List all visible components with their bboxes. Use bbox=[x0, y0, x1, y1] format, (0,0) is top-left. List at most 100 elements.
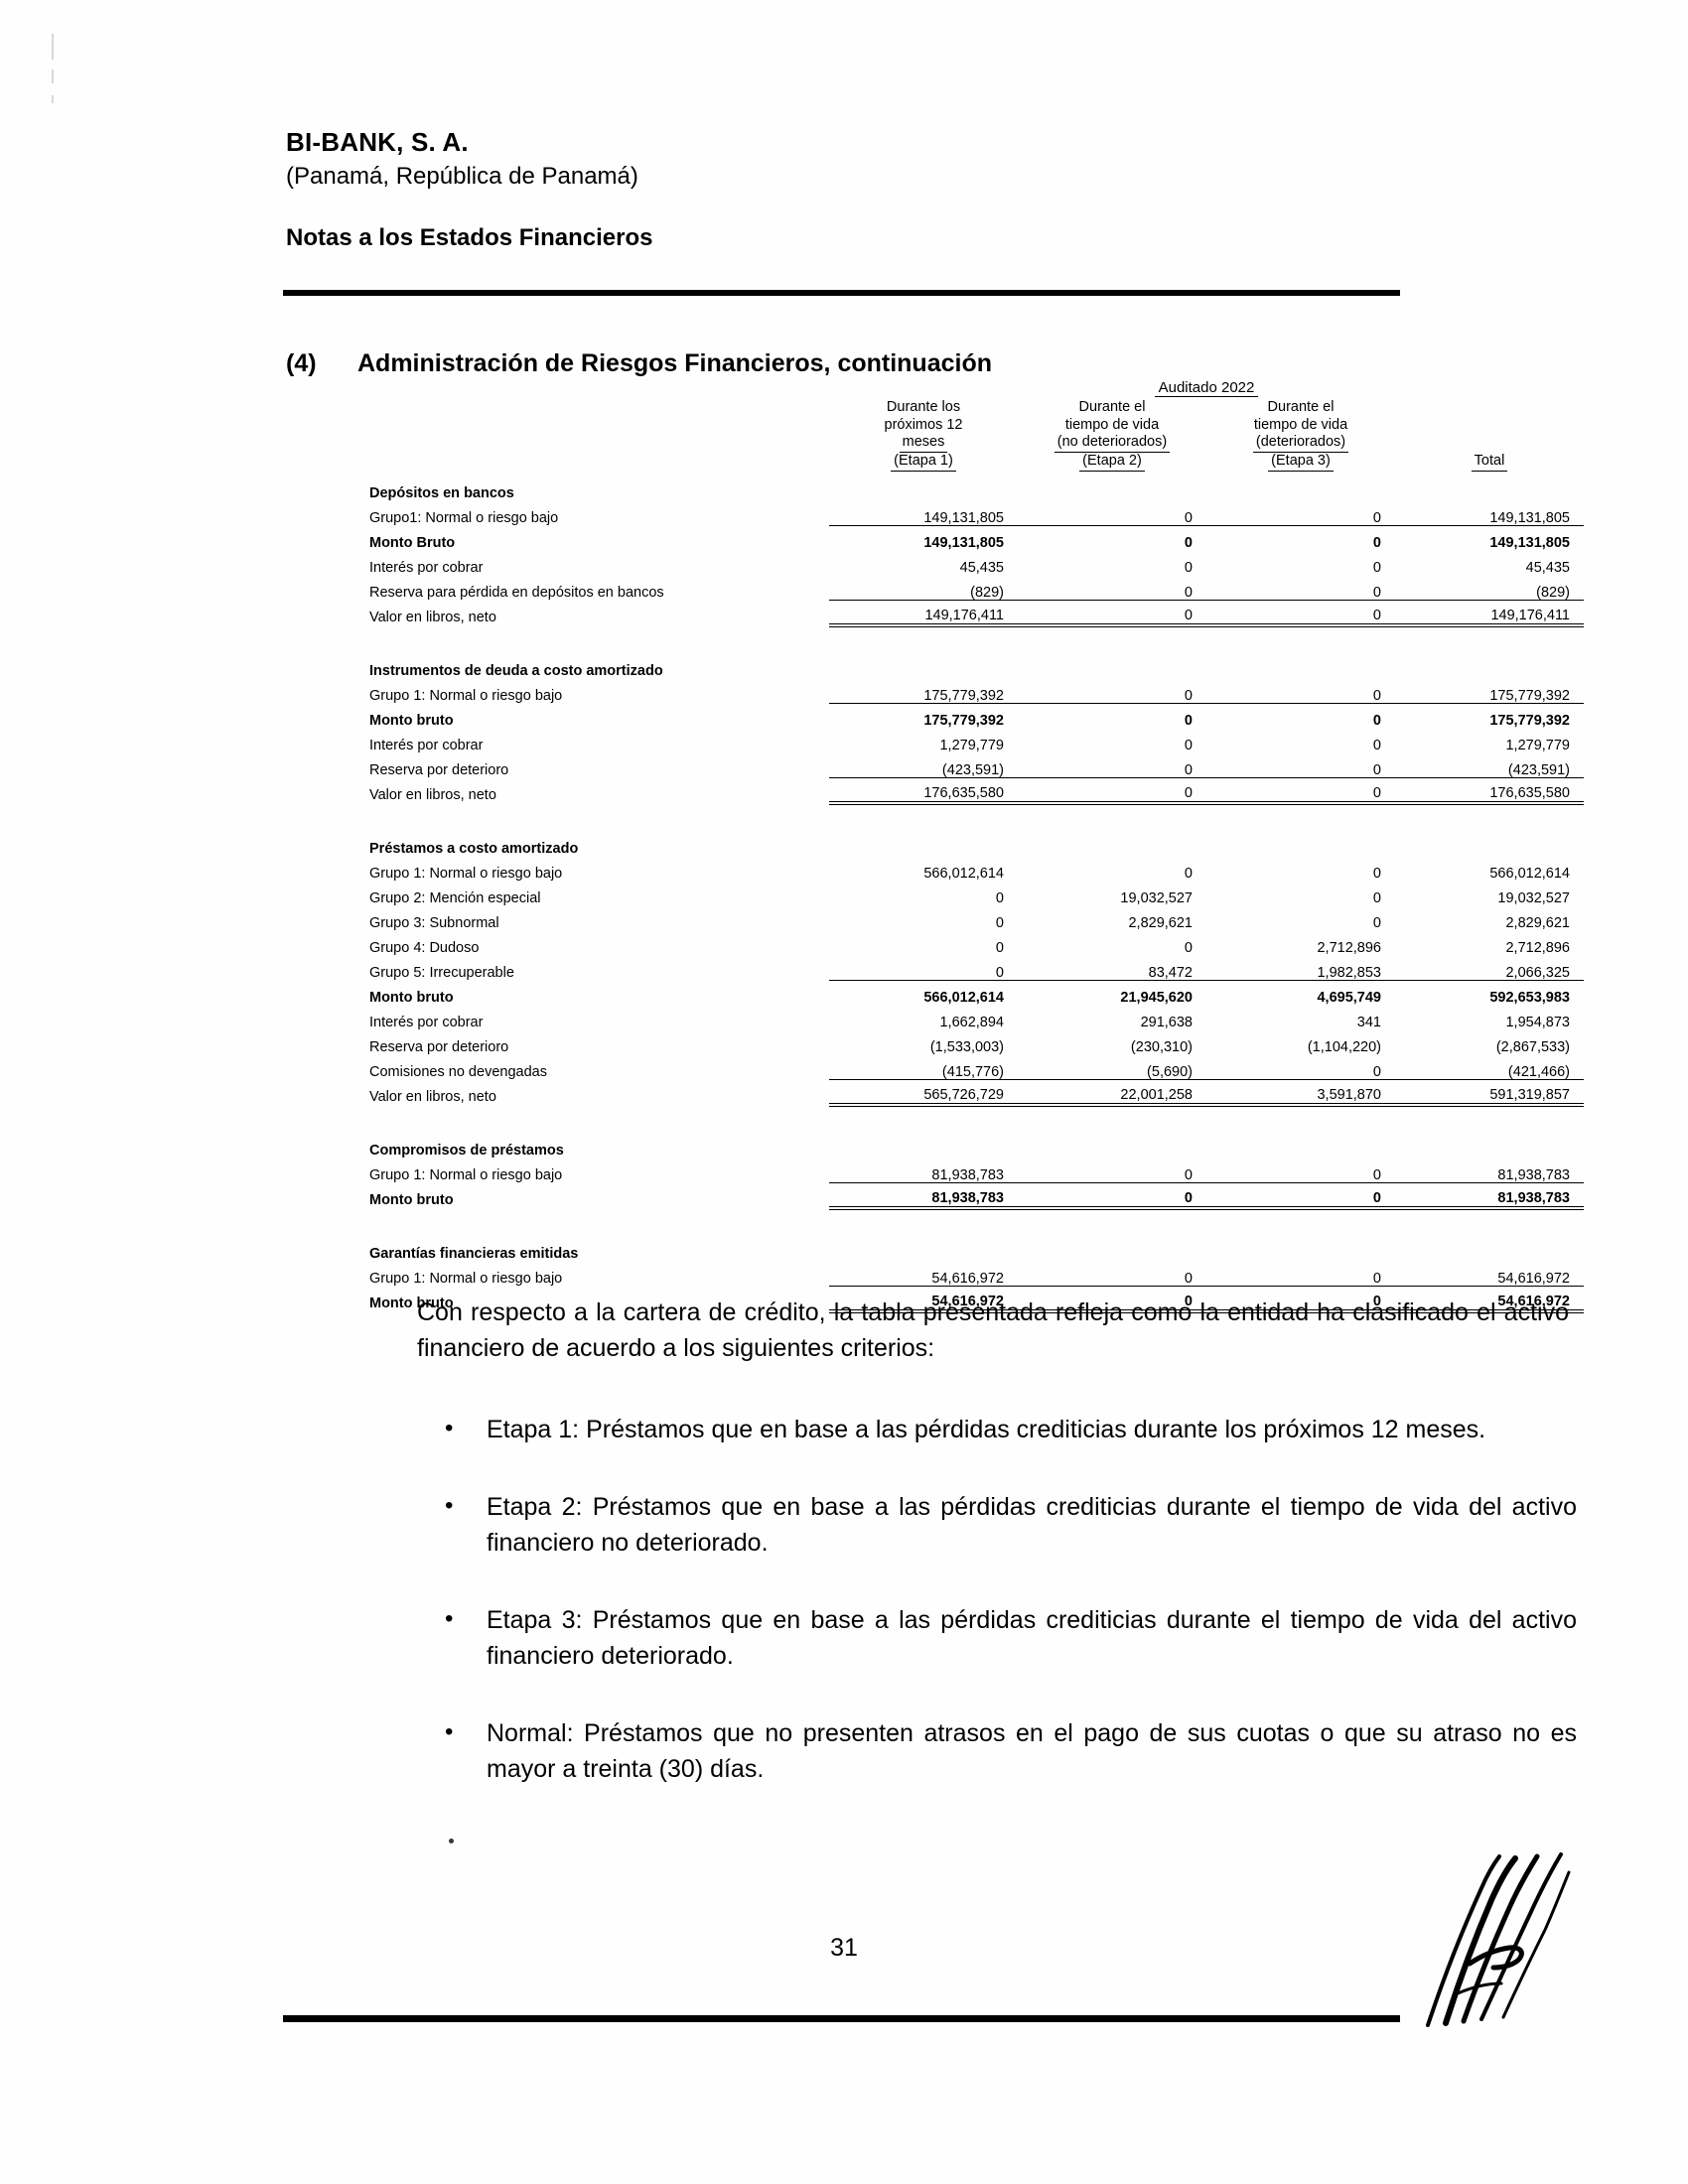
bullet-text: Etapa 1: Préstamos que en base a las pér… bbox=[487, 1416, 1486, 1443]
table-row: Monto Bruto 149,131,805 0 0 149,131,805 bbox=[367, 526, 1584, 551]
table-row: Interés por cobrar 45,435 0 0 45,435 bbox=[367, 551, 1584, 576]
row-value-col-1: 566,012,614 bbox=[923, 990, 1004, 1007]
row-label: Interés por cobrar bbox=[369, 560, 484, 577]
column-header-stage-1: Durante los próximos 12 meses (Etapa 1) bbox=[829, 399, 1018, 475]
block-spacer bbox=[367, 803, 1584, 830]
bullet-marker: • bbox=[445, 1605, 454, 1632]
criteria-bullet-item: • Etapa 2: Préstamos que en base a las pé… bbox=[445, 1489, 1577, 1561]
row-value-col-4: 45,435 bbox=[1525, 560, 1570, 577]
row-value-col-2: 0 bbox=[1018, 752, 1206, 779]
row-value-col-4: 149,176,411 bbox=[1395, 600, 1584, 627]
row-value-col-3: 0 bbox=[1372, 560, 1381, 577]
header-divider bbox=[283, 290, 1400, 296]
row-value-col-1: 54,616,972 bbox=[829, 1286, 1018, 1313]
document-header: BI-BANK, S. A. (Panamá, República de Pan… bbox=[286, 127, 1398, 252]
row-value-col-1: 176,635,580 bbox=[829, 777, 1018, 805]
row-value-col-2: 0 bbox=[1184, 560, 1193, 577]
row-value-col-3: 0 bbox=[1206, 678, 1395, 705]
row-value-col-3: (1,104,220) bbox=[1307, 1039, 1381, 1056]
row-value-col-4: 176,635,580 bbox=[1395, 777, 1584, 805]
row-value-col-2: (5,690) bbox=[1018, 1054, 1206, 1081]
table-block-header: Garantías financieras emitidas bbox=[367, 1235, 1584, 1262]
row-value-col-4: (2,867,533) bbox=[1495, 1039, 1570, 1056]
row-value-col-1: 175,779,392 bbox=[829, 678, 1018, 705]
row-value-col-2: 0 bbox=[1018, 678, 1206, 705]
row-value-col-2: 0 bbox=[1018, 1261, 1206, 1288]
row-value-col-2: 0 bbox=[1184, 738, 1193, 754]
criteria-bullet-item: • Etapa 3: Préstamos que en base a las pé… bbox=[445, 1602, 1577, 1674]
row-label: Interés por cobrar bbox=[369, 1015, 484, 1031]
table-row: Reserva para pérdida en depósitos en ban… bbox=[367, 575, 1584, 602]
row-value-col-1: 1,662,894 bbox=[939, 1015, 1004, 1031]
row-value-col-3: 0 bbox=[1206, 600, 1395, 627]
row-value-col-4: (423,591) bbox=[1395, 752, 1584, 779]
table-row: Monto bruto 81,938,783 0 0 81,938,783 bbox=[367, 1182, 1584, 1210]
row-value-col-3: 0 bbox=[1206, 752, 1395, 779]
column-header-line: Durante el bbox=[1267, 399, 1335, 415]
row-value-col-1: 1,279,779 bbox=[939, 738, 1004, 754]
row-value-col-2: 0 bbox=[1018, 600, 1206, 627]
row-label: Monto bruto bbox=[369, 1192, 454, 1209]
row-value-col-2: 0 bbox=[1018, 1182, 1206, 1210]
scan-edge-mark bbox=[52, 95, 54, 103]
row-label: Valor en libros, neto bbox=[369, 1089, 496, 1106]
row-value-col-2: (230,310) bbox=[1130, 1039, 1193, 1056]
row-value-col-4: 19,032,527 bbox=[1497, 890, 1570, 907]
row-value-col-4: 566,012,614 bbox=[1489, 866, 1570, 883]
row-value-col-2: 291,638 bbox=[1140, 1015, 1193, 1031]
row-label: Comisiones no devengadas bbox=[369, 1064, 547, 1081]
criteria-bullet-item: • Etapa 1: Préstamos que en base a las pé… bbox=[445, 1412, 1577, 1447]
row-label: Grupo 1: Normal o riesgo bajo bbox=[369, 1271, 563, 1288]
block-title: Compromisos de préstamos bbox=[369, 1143, 564, 1160]
row-label: Interés por cobrar bbox=[369, 738, 484, 754]
row-value-col-1: 0 bbox=[829, 955, 1018, 982]
table-block-header: Depósitos en bancos bbox=[367, 475, 1584, 501]
row-value-col-4: 592,653,983 bbox=[1489, 990, 1570, 1007]
column-header-line: (deteriorados) bbox=[1206, 434, 1395, 454]
table-row: Grupo 4: Dudoso 0 0 2,712,896 2,712,896 bbox=[367, 931, 1584, 956]
row-label: Grupo 2: Mención especial bbox=[369, 890, 541, 907]
table-row: Grupo 5: Irrecuperable 0 83,472 1,982,853 2,… bbox=[367, 955, 1584, 982]
row-value-col-1: 175,779,392 bbox=[923, 713, 1004, 730]
table-row: Valor en libros, neto 565,726,729 22,001,2… bbox=[367, 1079, 1584, 1107]
row-value-col-1: 54,616,972 bbox=[829, 1261, 1018, 1288]
column-header-total: Total bbox=[1395, 399, 1584, 475]
row-label: Valor en libros, neto bbox=[369, 610, 496, 626]
column-header-line: (Etapa 2) bbox=[1018, 453, 1206, 472]
row-label: Reserva para pérdida en depósitos en ban… bbox=[369, 585, 664, 602]
period-label-cell: Auditado 2022 bbox=[1018, 380, 1395, 399]
row-label: Grupo 1: Normal o riesgo bajo bbox=[369, 866, 563, 883]
row-value-col-3: 3,591,870 bbox=[1206, 1079, 1395, 1107]
row-value-col-1: 0 bbox=[995, 940, 1004, 957]
row-value-col-3: 0 bbox=[1206, 1158, 1395, 1184]
intro-paragraph: Con respecto a la cartera de crédito, la… bbox=[417, 1298, 1569, 1362]
table-row: Grupo 3: Subnormal 0 2,829,621 0 2,829,621 bbox=[367, 906, 1584, 931]
row-label: Grupo 4: Dudoso bbox=[369, 940, 480, 957]
block-title: Préstamos a costo amortizado bbox=[369, 841, 579, 858]
bullet-marker: • bbox=[445, 1492, 454, 1519]
table-row: Reserva por deterioro (1,533,003) (230,310… bbox=[367, 1030, 1584, 1055]
bullet-marker: • bbox=[445, 1415, 454, 1441]
row-value-col-3: 0 bbox=[1372, 890, 1381, 907]
column-header-line: tiempo de vida bbox=[1064, 416, 1160, 433]
row-value-col-1: 45,435 bbox=[959, 560, 1004, 577]
block-spacer bbox=[367, 625, 1584, 652]
company-name: BI-BANK, S. A. bbox=[286, 127, 469, 157]
jurisdiction-line: (Panamá, República de Panamá) bbox=[286, 162, 638, 190]
row-label: Monto bruto bbox=[369, 713, 454, 730]
row-value-col-1: 149,131,805 bbox=[923, 535, 1004, 552]
row-value-col-3: 0 bbox=[1372, 915, 1381, 932]
row-value-col-2: 0 bbox=[1184, 535, 1193, 552]
criteria-bullet-list: • Etapa 1: Préstamos que en base a las pé… bbox=[445, 1412, 1577, 1829]
scan-edge-mark bbox=[52, 34, 54, 60]
row-value-col-1: 566,012,614 bbox=[923, 866, 1004, 883]
row-value-col-2: 0 bbox=[1018, 500, 1206, 527]
row-label: Grupo 1: Normal o riesgo bajo bbox=[369, 1167, 563, 1184]
row-value-col-3: 0 bbox=[1206, 1261, 1395, 1288]
row-value-col-2: 0 bbox=[1184, 866, 1193, 883]
column-header-line: tiempo de vida bbox=[1253, 416, 1348, 433]
column-header-line: próximos 12 bbox=[884, 416, 963, 433]
row-label: Monto Bruto bbox=[369, 535, 456, 552]
section-heading: (4) Administración de Riesgos Financiero… bbox=[286, 349, 992, 378]
criteria-bullet-item: • Normal: Préstamos que no presenten atra… bbox=[445, 1715, 1577, 1787]
